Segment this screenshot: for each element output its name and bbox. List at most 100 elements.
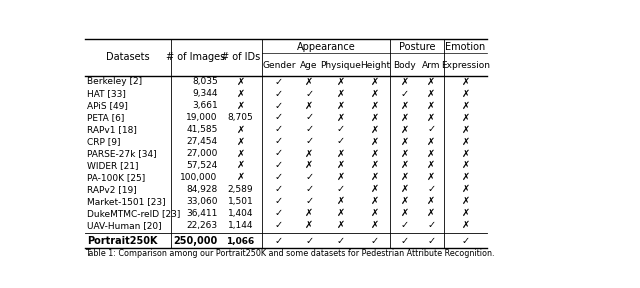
Text: ✓: ✓	[275, 160, 283, 170]
Text: ✗: ✗	[237, 137, 244, 147]
Text: ✗: ✗	[428, 77, 435, 87]
Text: ✗: ✗	[237, 160, 244, 170]
Text: 1,404: 1,404	[228, 209, 253, 218]
Text: ✗: ✗	[305, 101, 313, 111]
Text: ✓: ✓	[337, 137, 345, 147]
Text: ✗: ✗	[337, 160, 345, 170]
Text: ✗: ✗	[305, 148, 313, 158]
Text: ✗: ✗	[237, 88, 244, 98]
Text: ✗: ✗	[401, 113, 408, 122]
Text: ✓: ✓	[337, 184, 345, 194]
Text: ✗: ✗	[428, 208, 435, 218]
Text: ✓: ✓	[275, 173, 283, 182]
Text: 2,589: 2,589	[228, 185, 253, 194]
Text: ✓: ✓	[401, 88, 408, 98]
Text: 57,524: 57,524	[186, 161, 218, 170]
Text: ✗: ✗	[337, 173, 345, 182]
Text: 41,585: 41,585	[186, 125, 218, 134]
Text: ✗: ✗	[461, 148, 470, 158]
Text: # of Images: # of Images	[166, 52, 225, 62]
Text: ✗: ✗	[428, 88, 435, 98]
Text: ✗: ✗	[401, 173, 408, 182]
Text: ✓: ✓	[305, 236, 313, 246]
Text: ✓: ✓	[305, 173, 313, 182]
Text: ✓: ✓	[337, 236, 345, 246]
Text: PARSE-27k [34]: PARSE-27k [34]	[87, 149, 157, 158]
Text: 27,000: 27,000	[186, 149, 218, 158]
Text: ✓: ✓	[401, 236, 408, 246]
Text: ✓: ✓	[305, 196, 313, 206]
Text: ✓: ✓	[305, 184, 313, 194]
Text: Gender: Gender	[262, 60, 296, 69]
Text: ✗: ✗	[428, 160, 435, 170]
Text: ✗: ✗	[305, 160, 313, 170]
Text: ✗: ✗	[461, 184, 470, 194]
Text: ✗: ✗	[428, 137, 435, 147]
Text: 8,705: 8,705	[228, 113, 253, 122]
Text: ✗: ✗	[371, 208, 379, 218]
Text: ✗: ✗	[237, 124, 244, 134]
Text: ✗: ✗	[337, 113, 345, 122]
Text: ✓: ✓	[305, 113, 313, 122]
Text: Posture: Posture	[399, 42, 436, 52]
Text: PETA [6]: PETA [6]	[87, 113, 124, 122]
Text: ✗: ✗	[371, 160, 379, 170]
Text: ✗: ✗	[371, 196, 379, 206]
Text: ✗: ✗	[305, 220, 313, 230]
Text: ✓: ✓	[305, 124, 313, 134]
Text: Datasets: Datasets	[106, 52, 150, 62]
Text: Age: Age	[300, 60, 318, 69]
Text: ✗: ✗	[401, 208, 408, 218]
Text: 33,060: 33,060	[186, 197, 218, 206]
Text: ✗: ✗	[461, 220, 470, 230]
Text: ✗: ✗	[461, 208, 470, 218]
Text: ✓: ✓	[305, 88, 313, 98]
Text: ✗: ✗	[305, 208, 313, 218]
Text: RAPv2 [19]: RAPv2 [19]	[87, 185, 137, 194]
Text: ✓: ✓	[275, 124, 283, 134]
Text: Table 1: Comparison among our Portrait250K and some datasets for Pedestrian Attr: Table 1: Comparison among our Portrait25…	[85, 249, 495, 258]
Text: ✓: ✓	[428, 184, 435, 194]
Text: 100,000: 100,000	[180, 173, 218, 182]
Text: ✗: ✗	[371, 173, 379, 182]
Text: ✗: ✗	[461, 196, 470, 206]
Text: APiS [49]: APiS [49]	[87, 101, 128, 110]
Text: Portrait250K: Portrait250K	[87, 236, 157, 246]
Text: ✗: ✗	[337, 101, 345, 111]
Text: ✗: ✗	[401, 137, 408, 147]
Text: ✗: ✗	[401, 196, 408, 206]
Text: ✓: ✓	[337, 124, 345, 134]
Text: ✓: ✓	[275, 148, 283, 158]
Text: 1,501: 1,501	[228, 197, 253, 206]
Text: Emotion: Emotion	[445, 42, 486, 52]
Text: Appearance: Appearance	[296, 42, 355, 52]
Text: # of IDs: # of IDs	[221, 52, 260, 62]
Text: ✗: ✗	[337, 220, 345, 230]
Text: ✗: ✗	[337, 77, 345, 87]
Text: ✗: ✗	[428, 101, 435, 111]
Text: ✗: ✗	[237, 77, 244, 87]
Text: ✗: ✗	[401, 101, 408, 111]
Text: 1,066: 1,066	[227, 237, 255, 246]
Text: ✗: ✗	[461, 101, 470, 111]
Text: 27,454: 27,454	[187, 137, 218, 146]
Text: ✗: ✗	[461, 124, 470, 134]
Text: ✗: ✗	[401, 77, 408, 87]
Text: ✓: ✓	[275, 208, 283, 218]
Text: ✗: ✗	[371, 124, 379, 134]
Text: ✗: ✗	[401, 184, 408, 194]
Text: ✗: ✗	[428, 173, 435, 182]
Text: ✗: ✗	[337, 196, 345, 206]
Text: ✓: ✓	[275, 184, 283, 194]
Text: Market-1501 [23]: Market-1501 [23]	[87, 197, 166, 206]
Text: CRP [9]: CRP [9]	[87, 137, 120, 146]
Text: ✗: ✗	[401, 124, 408, 134]
Text: UAV-Human [20]: UAV-Human [20]	[87, 221, 161, 230]
Text: ✗: ✗	[371, 148, 379, 158]
Text: HAT [33]: HAT [33]	[87, 89, 126, 98]
Text: ✓: ✓	[428, 220, 435, 230]
Text: ✗: ✗	[337, 208, 345, 218]
Text: ✗: ✗	[371, 220, 379, 230]
Text: ✗: ✗	[401, 160, 408, 170]
Text: ✓: ✓	[371, 236, 379, 246]
